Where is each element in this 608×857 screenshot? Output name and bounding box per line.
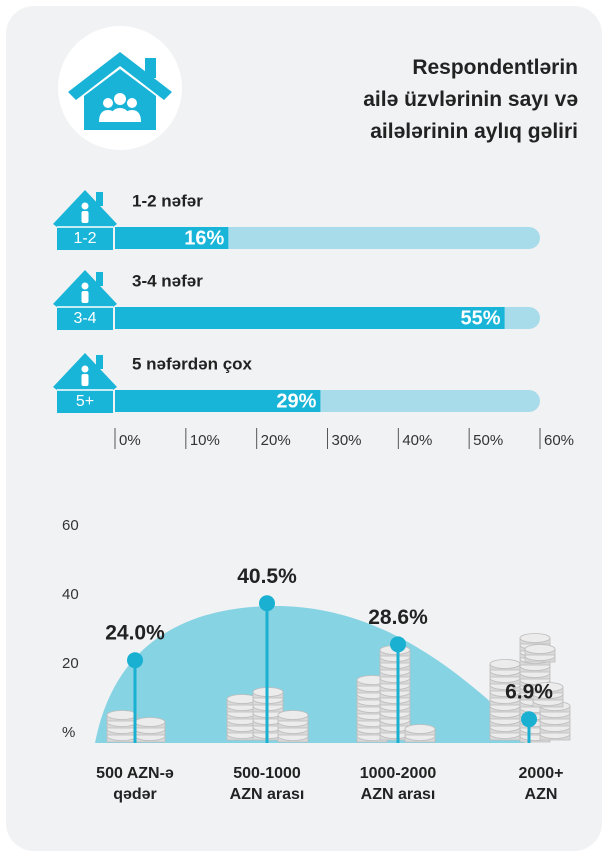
coin-top [520,634,550,643]
x-tick-label: 20% [261,432,291,449]
person-body [82,211,89,223]
dot [521,711,537,727]
x-tick-label: 0% [119,432,141,449]
category-label: 500-1000 AZN arası [202,763,332,805]
person-body [82,291,89,303]
coin-top [405,725,435,734]
person-head [82,203,89,210]
value-label: 29% [276,390,316,412]
value-label: 40.5% [237,565,297,588]
x-tick-label: 30% [332,432,362,449]
dot [259,595,275,611]
coin-top [525,645,555,654]
chimney [96,272,103,286]
coin-top [227,695,257,704]
y-tick-label: 60 [62,517,79,534]
dot [390,636,406,652]
y-tick-label: 40 [62,586,79,603]
coin-top [135,718,165,727]
category-label: 2000+ AZN [476,763,606,805]
x-tick-label: 40% [402,432,432,449]
x-tick-label: 60% [544,432,574,449]
category-label: 1-2 nəfər [132,191,203,210]
y-tick-label: % [62,724,75,741]
person-head [82,283,89,290]
icon-label: 3-4 [73,310,96,327]
category-label: 5 nəfərdən çox [132,354,253,373]
category-label: 500 AZN-ə qədər [70,763,200,805]
value-label: 16% [184,227,224,249]
title: Respondentlərin ailə üzvlərinin sayı və … [363,52,578,148]
coin-top [278,711,308,720]
person-body [82,374,89,386]
x-tick-label: 50% [473,432,503,449]
chimney [96,192,103,206]
person-head [82,366,89,373]
category-label: 3-4 nəfər [132,271,203,290]
category-label: 1000-2000 AZN arası [333,763,463,805]
dot [127,652,143,668]
icon-label: 1-2 [73,230,96,247]
value-label: 28.6% [368,606,428,629]
coin-top [107,711,137,720]
page: 1-2 1-2 nəfər 16% 3-4 3-4 nəfər 55% 5+ 5 nəfərd… [0,0,608,857]
y-tick-label: 20 [62,655,79,672]
chimney [96,355,103,369]
icon-label: 5+ [76,393,94,410]
value-label: 55% [461,307,501,329]
value-label: 24.0% [105,622,165,645]
value-label: 6.9% [505,681,553,704]
coin-top [490,660,520,669]
x-tick-label: 10% [190,432,220,449]
bar [115,307,505,329]
